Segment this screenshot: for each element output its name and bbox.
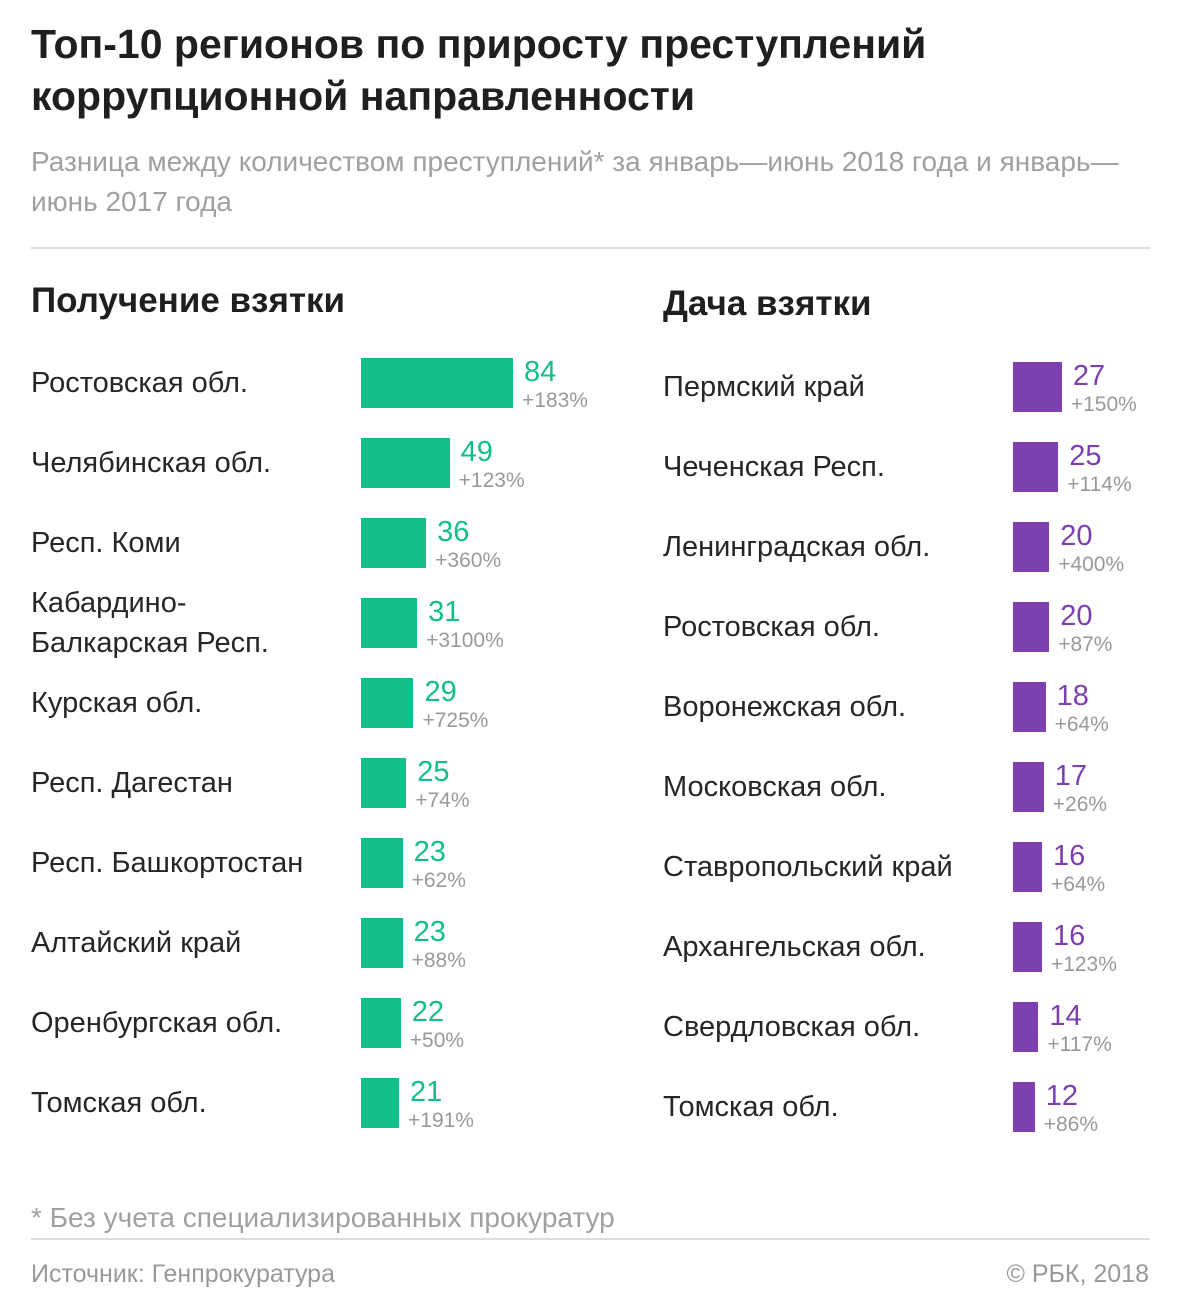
- region-label: Чеченская Респ.: [663, 451, 885, 483]
- bar: [361, 358, 513, 408]
- bar: [1013, 1082, 1035, 1132]
- region-label: Свердловская обл.: [663, 1011, 921, 1043]
- change-label: +114%: [1067, 473, 1132, 496]
- region-label: Ставропольский край: [663, 851, 953, 883]
- change-label: +88%: [411, 949, 466, 972]
- value-label: 31: [428, 596, 461, 628]
- value-label: 29: [424, 676, 457, 708]
- value-label: 49: [460, 436, 493, 468]
- chart-title: Топ-10 регионов по приросту преступлений…: [31, 21, 927, 119]
- divider-top: [31, 247, 1150, 249]
- change-label: +150%: [1070, 393, 1137, 416]
- value-label: 36: [437, 516, 470, 548]
- panel-title-receiving: Получение взятки: [31, 281, 346, 320]
- value-label: 18: [1056, 680, 1089, 712]
- change-label: +400%: [1058, 553, 1125, 576]
- value-label: 20: [1060, 520, 1093, 552]
- change-label: +87%: [1058, 633, 1113, 656]
- bar: [1013, 602, 1050, 652]
- bar: [361, 998, 401, 1048]
- change-label: +74%: [415, 789, 470, 812]
- panel-title-giving: Дача взятки: [663, 284, 872, 323]
- region-label: Воронежская обл.: [663, 691, 907, 723]
- bar: [361, 438, 450, 488]
- value-label: 17: [1054, 760, 1088, 792]
- region-label: Респ. Башкортостан: [31, 847, 304, 879]
- change-label: +3100%: [426, 629, 504, 652]
- change-label: +26%: [1052, 793, 1108, 816]
- region-label: Кабардино- Балкарская Респ.: [31, 587, 269, 659]
- region-label: Ростовская обл.: [663, 611, 880, 643]
- change-label: +183%: [522, 389, 588, 412]
- value-label: 23: [413, 836, 446, 868]
- value-label: 27: [1072, 360, 1106, 392]
- bar: [361, 918, 403, 968]
- region-label: Респ. Дагестан: [31, 767, 233, 799]
- bar: [1013, 682, 1046, 732]
- chart-subtitle: Разница между количеством преступлений* …: [31, 146, 1119, 217]
- region-label: Курская обл.: [31, 687, 203, 719]
- bar: [1013, 522, 1050, 572]
- value-label: 21: [410, 1076, 443, 1108]
- bar: [361, 758, 407, 808]
- bar: [1013, 442, 1059, 492]
- change-label: +123%: [458, 469, 525, 492]
- change-label: +725%: [422, 709, 489, 732]
- change-label: +50%: [409, 1029, 465, 1052]
- bar: [361, 598, 418, 648]
- region-label: Оренбургская обл.: [31, 1007, 283, 1039]
- bar: [1013, 762, 1044, 812]
- change-label: +62%: [411, 869, 466, 892]
- change-label: +64%: [1050, 873, 1106, 896]
- bar: [361, 1078, 399, 1128]
- value-label: 14: [1049, 1000, 1082, 1032]
- change-label: +64%: [1054, 713, 1109, 736]
- change-label: +360%: [435, 549, 502, 572]
- region-label: Томская обл.: [31, 1087, 207, 1119]
- region-label: Ростовская обл.: [31, 367, 248, 399]
- region-label: Пермский край: [663, 371, 865, 403]
- value-label: 20: [1060, 600, 1093, 632]
- value-label: 23: [413, 916, 446, 948]
- value-label: 16: [1052, 920, 1086, 952]
- region-label: Архангельская обл.: [663, 931, 926, 963]
- bar: [1013, 362, 1062, 412]
- bar: [361, 518, 427, 568]
- divider-bottom: [31, 1238, 1150, 1240]
- bar: [1013, 1002, 1039, 1052]
- region-label: Томская обл.: [663, 1091, 839, 1123]
- footnote: * Без учета специализированных прокурату…: [31, 1202, 615, 1233]
- bar: [361, 838, 403, 888]
- change-label: +86%: [1043, 1113, 1098, 1136]
- region-label: Респ. Коми: [31, 527, 181, 559]
- value-label: 16: [1052, 840, 1086, 872]
- value-label: 84: [524, 356, 557, 388]
- value-label: 12: [1045, 1080, 1078, 1112]
- region-label: Алтайский край: [31, 927, 242, 959]
- bar: [1013, 922, 1042, 972]
- region-label: Челябинская обл.: [31, 447, 272, 479]
- bar: [361, 678, 414, 728]
- copyright-text: © РБК, 2018: [1006, 1260, 1149, 1288]
- value-label: 25: [417, 756, 450, 788]
- source-text: Источник: Генпрокуратура: [31, 1260, 335, 1288]
- value-label: 25: [1069, 440, 1102, 472]
- region-label: Московская обл.: [663, 771, 887, 803]
- change-label: +191%: [408, 1109, 474, 1132]
- change-label: +117%: [1047, 1033, 1112, 1056]
- change-label: +123%: [1050, 953, 1117, 976]
- region-label: Ленинградская обл.: [663, 531, 931, 563]
- bar: [1013, 842, 1042, 892]
- value-label: 22: [411, 996, 445, 1028]
